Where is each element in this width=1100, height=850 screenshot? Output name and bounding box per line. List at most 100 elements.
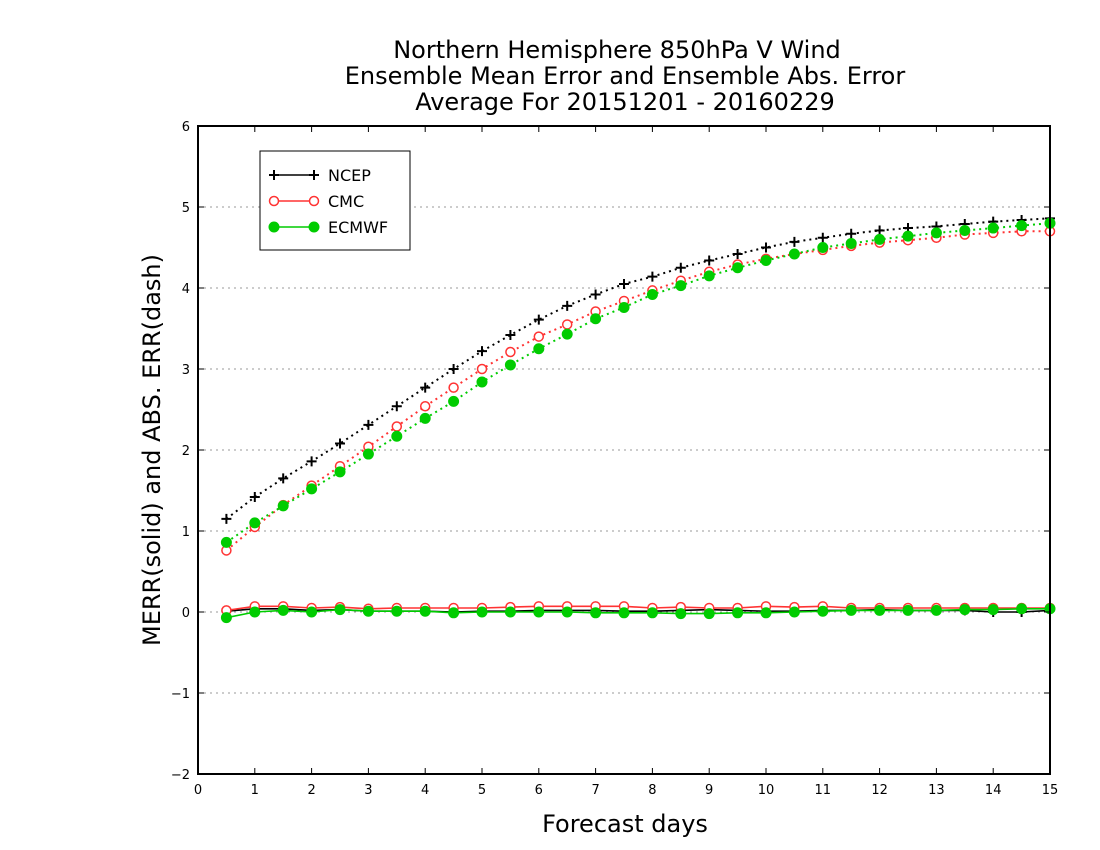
series-ecmwf-abs-err-point bbox=[760, 254, 772, 266]
series-ecmwf-abs-err-point bbox=[306, 483, 318, 495]
series-ecmwf-abs-err-point bbox=[618, 301, 630, 313]
series-ecmwf-abs-err-point bbox=[987, 222, 999, 234]
series-ecmwf-mean-err-point bbox=[732, 607, 744, 619]
y-tick-label: 0 bbox=[182, 606, 190, 621]
legend-marker-ncep bbox=[309, 170, 319, 180]
series-ecmwf bbox=[220, 217, 1056, 624]
series-ecmwf-mean-err-point bbox=[306, 606, 318, 618]
legend-label-ncep: NCEP bbox=[328, 166, 371, 185]
series-cmc-abs-err-point bbox=[448, 382, 459, 393]
series-cmc-abs-err-line bbox=[225, 230, 1050, 552]
series-ecmwf-abs-err-point bbox=[220, 536, 232, 548]
series-ecmwf-mean-err-point bbox=[618, 607, 630, 619]
x-tick-label: 7 bbox=[591, 783, 599, 798]
series-ecmwf-mean-err-point bbox=[277, 604, 289, 616]
series-ecmwf-mean-err-point bbox=[817, 605, 829, 617]
series-ecmwf-mean-err-point bbox=[362, 605, 374, 617]
legend-marker-cmc bbox=[268, 195, 280, 207]
series-ecmwf-abs-err-point bbox=[249, 517, 261, 529]
series-ncep-abs-err-point bbox=[590, 289, 601, 300]
series-ecmwf-abs-err-line bbox=[225, 222, 1051, 544]
x-tick-label: 4 bbox=[421, 783, 429, 798]
series-ncep-abs-err-point bbox=[874, 225, 885, 236]
series-ncep-abs-err-point bbox=[647, 271, 658, 282]
series-ncep-abs-err-point bbox=[221, 513, 232, 524]
series-ecmwf-mean-err-point bbox=[675, 608, 687, 620]
x-tick-label: 13 bbox=[928, 783, 945, 798]
legend: NCEP CMC ECMWF bbox=[259, 150, 411, 251]
series-ecmwf-abs-err-point bbox=[448, 395, 460, 407]
series-layer bbox=[220, 213, 1056, 624]
legend-entry-ncep: NCEP bbox=[269, 166, 371, 185]
series-ecmwf-mean-err-point bbox=[845, 604, 857, 616]
series-ncep-abs-err-point bbox=[363, 419, 374, 430]
y-tick-label: 4 bbox=[182, 282, 190, 297]
legend-label-ecmwf: ECMWF bbox=[328, 218, 388, 237]
y-tick-label: 6 bbox=[182, 120, 190, 135]
series-ncep-abs-err-point bbox=[704, 255, 715, 266]
series-ncep-abs-err-point bbox=[505, 329, 516, 340]
series-ecmwf-mean-err-point bbox=[249, 606, 261, 618]
series-ecmwf-mean-err-point bbox=[959, 604, 971, 616]
chart-title-line-3: Average For 20151201 - 20160229 bbox=[415, 88, 835, 116]
x-tick-label: 2 bbox=[307, 783, 315, 798]
series-ncep-abs-err-point bbox=[761, 242, 771, 253]
series-ecmwf-mean-err-point bbox=[703, 608, 715, 620]
series-cmc-abs-err-point bbox=[419, 401, 431, 412]
x-tick-label: 14 bbox=[985, 783, 1002, 798]
legend-entry-cmc: CMC bbox=[268, 192, 364, 211]
series-ncep-abs-err-point bbox=[335, 438, 345, 449]
x-axis-label: Forecast days bbox=[542, 810, 708, 838]
y-tick-label: 3 bbox=[182, 363, 190, 378]
series-cmc bbox=[221, 226, 1056, 616]
series-ecmwf-mean-err-point bbox=[987, 604, 999, 616]
series-ecmwf-mean-err-point bbox=[902, 604, 914, 616]
x-tick-label: 6 bbox=[535, 783, 543, 798]
series-ecmwf-abs-err-point bbox=[817, 242, 829, 253]
series-ecmwf-mean-err-point bbox=[1016, 603, 1028, 615]
series-ecmwf-mean-err-point bbox=[561, 606, 573, 618]
series-ncep-abs-err-point bbox=[675, 262, 686, 273]
chart-title-line-1: Northern Hemisphere 850hPa V Wind bbox=[393, 36, 841, 64]
series-ecmwf-mean-err-point bbox=[760, 607, 772, 619]
series-ecmwf-abs-err-point bbox=[732, 262, 744, 274]
x-tick-label: 10 bbox=[758, 783, 775, 798]
series-ecmwf-abs-err-point bbox=[419, 412, 431, 424]
legend-label-cmc: CMC bbox=[328, 192, 364, 211]
x-tick-label: 9 bbox=[705, 783, 713, 798]
series-ecmwf-mean-err-point bbox=[419, 605, 431, 617]
series-ecmwf-abs-err-point bbox=[476, 376, 488, 388]
series-ecmwf-mean-err-point bbox=[930, 604, 942, 616]
series-ncep-abs-err-point bbox=[278, 473, 289, 484]
legend-marker-cmc bbox=[308, 195, 320, 207]
series-ecmwf-abs-err-point bbox=[1016, 220, 1028, 232]
series-ncep-abs-err-point bbox=[533, 314, 544, 325]
series-ecmwf-abs-err-point bbox=[561, 328, 573, 340]
series-ecmwf-mean-err-point bbox=[788, 606, 800, 618]
x-tick-label: 15 bbox=[1042, 783, 1059, 798]
series-cmc-abs-err-point bbox=[561, 319, 573, 330]
series-cmc-abs-err-point bbox=[533, 331, 545, 342]
series-cmc-abs-err-point bbox=[476, 363, 488, 375]
legend-marker-ecmwf bbox=[268, 221, 280, 233]
series-ecmwf-abs-err-point bbox=[902, 230, 914, 242]
series-ncep-abs-err-point bbox=[732, 248, 743, 259]
x-tick-label: 5 bbox=[478, 783, 486, 798]
series-ecmwf-mean-err-line bbox=[226, 607, 1050, 619]
x-tick-label: 1 bbox=[251, 783, 259, 798]
y-tick-label: −1 bbox=[171, 687, 190, 702]
series-ecmwf-abs-err-point bbox=[930, 227, 942, 239]
series-ecmwf-mean-err-point bbox=[504, 606, 516, 618]
series-ecmwf-abs-err-point bbox=[504, 359, 516, 371]
series-ecmwf-mean-err-point bbox=[391, 605, 403, 617]
series-ecmwf-abs-err-point bbox=[788, 248, 800, 260]
series-ecmwf-abs-err-point bbox=[362, 448, 374, 460]
series-ecmwf-abs-err-point bbox=[590, 313, 602, 325]
y-tick-label: 1 bbox=[182, 525, 190, 540]
series-ecmwf-abs-err-point bbox=[391, 430, 403, 442]
x-tick-label: 0 bbox=[194, 783, 202, 798]
series-ncep-abs-err-point bbox=[448, 364, 459, 374]
y-tick-label: 5 bbox=[182, 201, 190, 216]
